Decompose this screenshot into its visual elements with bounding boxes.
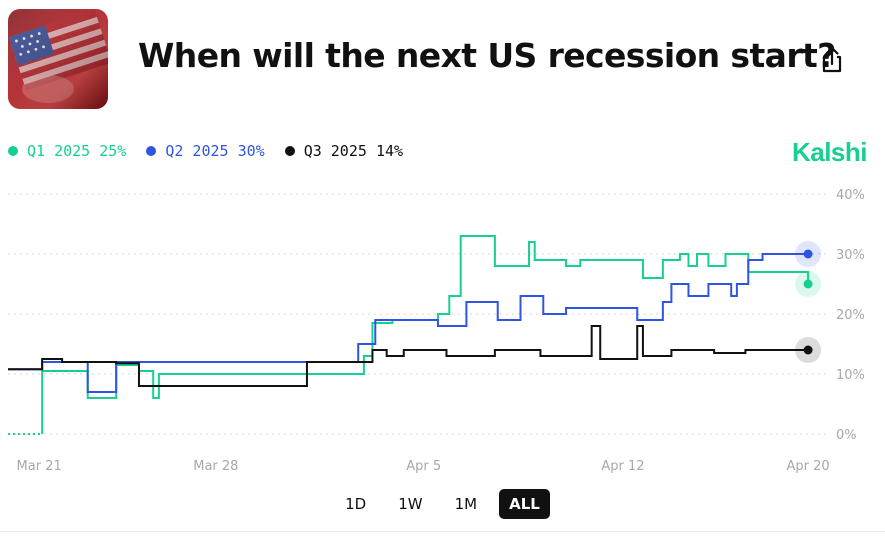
- y-tick-label: 20%: [836, 308, 865, 323]
- y-tick-label: 0%: [836, 428, 857, 443]
- divider: [0, 531, 885, 532]
- range-1m-button[interactable]: 1M: [454, 495, 478, 513]
- legend-item-q3[interactable]: Q3 2025 14%: [284, 142, 404, 160]
- endpoint-marker-q2: [803, 249, 813, 259]
- series-line-q2: [8, 253, 809, 393]
- series-line-q1: [41, 235, 810, 434]
- range-1d-button[interactable]: 1D: [345, 495, 367, 513]
- x-tick-label: Apr 5: [406, 459, 441, 474]
- x-tick-label: Apr 20: [786, 459, 829, 474]
- us-flag-image: [8, 9, 108, 109]
- legend-label-q2: Q2 2025 30%: [165, 142, 265, 160]
- legend-label-q1: Q1 2025 25%: [27, 142, 127, 160]
- legend-dot-q1: [8, 146, 18, 156]
- range-all-button[interactable]: ALL: [499, 489, 550, 519]
- share-button[interactable]: [816, 44, 848, 76]
- legend-item-q1[interactable]: Q1 2025 25%: [8, 142, 126, 160]
- endpoint-marker-q1: [803, 279, 813, 289]
- legend-label-q3: Q3 2025 14%: [303, 142, 404, 160]
- legend-dot-q2: [146, 146, 157, 156]
- kalshi-logo: Kalshi: [791, 137, 868, 167]
- time-range-selector: 1D 1W 1M ALL: [0, 489, 885, 519]
- x-tick-label: Apr 12: [601, 459, 644, 474]
- y-tick-label: 40%: [836, 188, 865, 203]
- market-thumbnail: [8, 9, 108, 109]
- series-line-q3: [8, 325, 809, 387]
- page-title: When will the next US recession start?: [138, 36, 836, 75]
- y-tick-label: 10%: [836, 368, 865, 383]
- share-icon: [822, 46, 842, 73]
- chart-legend: Q1 2025 25% Q2 2025 30% Q3 2025 14%: [8, 142, 403, 160]
- endpoint-marker-q3: [803, 345, 813, 355]
- x-tick-label: Mar 28: [193, 459, 238, 474]
- y-tick-label: 30%: [836, 248, 865, 263]
- line-chart: 0% 10% 20% 30% 40% Mar 21 Mar 28 Apr 5 Apr 12 Apr…: [8, 188, 865, 474]
- legend-dot-q3: [284, 146, 295, 156]
- legend-item-q2[interactable]: Q2 2025 30%: [146, 142, 265, 160]
- x-tick-label: Mar 21: [17, 459, 62, 474]
- range-1w-button[interactable]: 1W: [398, 495, 423, 513]
